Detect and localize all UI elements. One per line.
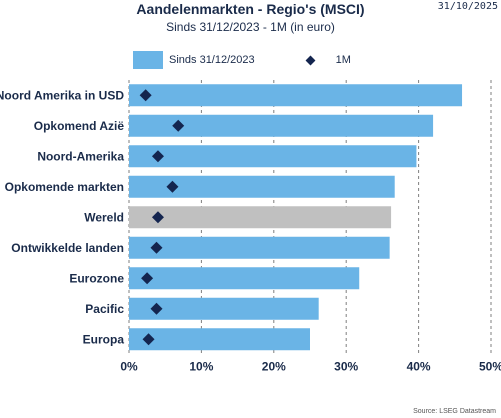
chart-subtitle: Sinds 31/12/2023 - 1M (in euro) <box>166 20 335 34</box>
diamond-8 <box>142 333 155 346</box>
category-label-5: Ontwikkelde landen <box>11 241 124 255</box>
category-label-4: Wereld <box>84 210 124 224</box>
legend-bar-label: Sinds 31/12/2023 <box>169 54 255 66</box>
category-label-8: Europa <box>83 332 125 346</box>
category-label-7: Pacific <box>85 302 124 316</box>
category-label-1: Opkomend Azië <box>34 119 125 133</box>
legend-bar-swatch <box>133 51 163 69</box>
category-label-2: Noord-Amerika <box>37 149 124 163</box>
diamond-3 <box>166 180 179 193</box>
category-label-0: Noord Amerika in USD <box>0 88 124 102</box>
x-tick-label-5: 50% <box>479 360 501 374</box>
diamond-7 <box>150 302 163 315</box>
bar-8 <box>129 328 310 351</box>
bar-1 <box>129 114 434 137</box>
x-tick-label-4: 40% <box>407 360 431 374</box>
x-tick-label-0: 0% <box>120 360 138 374</box>
category-label-6: Eurozone <box>69 271 124 285</box>
diamond-1 <box>172 119 185 132</box>
bar-4 <box>129 206 392 229</box>
category-label-3: Opkomende markten <box>5 180 124 194</box>
bar-2 <box>129 145 417 168</box>
bar-0 <box>129 84 463 107</box>
diamond-4 <box>151 211 164 224</box>
report-date: 31/10/2025 <box>437 1 498 12</box>
diamond-6 <box>141 272 154 285</box>
legend-diamond-label: 1M <box>335 54 351 66</box>
bar-6 <box>129 267 360 290</box>
x-tick-label-3: 30% <box>334 360 358 374</box>
bar-3 <box>129 175 395 198</box>
bar-7 <box>129 297 319 320</box>
diamond-2 <box>151 150 164 163</box>
chart-title: Aandelenmarkten - Regio's (MSCI) <box>136 1 365 17</box>
chart-legend: Sinds 31/12/2023 1M <box>133 50 351 70</box>
x-tick-label-1: 10% <box>189 360 213 374</box>
source-note: Source: LSEG Datastream <box>413 408 496 415</box>
bar-5 <box>129 236 390 259</box>
diamond-5 <box>150 241 163 254</box>
diamond-0 <box>139 89 152 102</box>
x-tick-label-2: 20% <box>262 360 286 374</box>
